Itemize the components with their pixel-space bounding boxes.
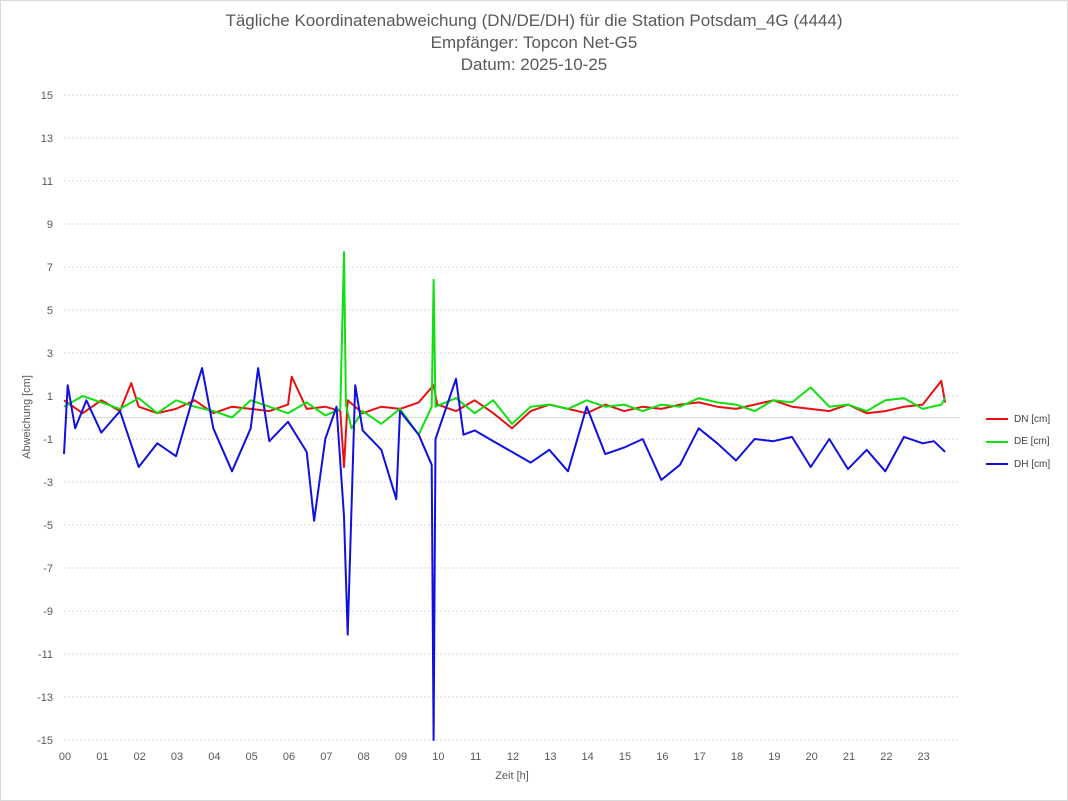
x-tick-label: 21 (843, 751, 855, 763)
x-tick-label: 14 (582, 751, 594, 763)
x-tick-label: 01 (96, 751, 108, 763)
x-tick-label: 08 (358, 751, 370, 763)
y-tick-labels: 15 13 11 9 7 5 3 1 -1 -3 -5 -7 -9 -11 -13 -15 (37, 90, 53, 747)
y-tick-label: 1 (47, 391, 53, 403)
x-tick-label: 23 (918, 751, 930, 763)
legend-item-de: DE [cm] (986, 431, 1050, 454)
y-tick-label: 7 (47, 262, 53, 274)
chart-title: Tägliche Koordinatenabweichung (DN/DE/DH… (225, 11, 843, 30)
x-tick-label: 05 (246, 751, 258, 763)
series-line-dh (63, 367, 946, 741)
x-tick-label: 15 (619, 751, 631, 763)
series-line-de (63, 251, 946, 436)
chart-subtitle-receiver: Empfänger: Topcon Net-G5 (430, 33, 638, 52)
x-tick-label: 12 (507, 751, 519, 763)
chart-titles: Tägliche Koordinatenabweichung (DN/DE/DH… (0, 10, 1068, 76)
x-axis-label: Zeit [h] (495, 770, 529, 782)
legend-swatch (986, 463, 1008, 466)
x-tick-labels: 00 01 02 03 04 05 06 07 08 09 10 11 12 13 14 15 16 17 18 19… (59, 751, 930, 763)
y-tick-label: 11 (42, 176, 53, 188)
y-tick-label: -7 (43, 563, 53, 575)
legend-item-dn: DN [cm] (986, 408, 1050, 431)
y-tick-label: -9 (43, 606, 53, 618)
y-tick-label: -3 (43, 477, 53, 489)
x-tick-label: 13 (544, 751, 556, 763)
chart-subtitle-date: Datum: 2025-10-25 (460, 55, 608, 74)
legend-item-dh: DH [cm] (986, 453, 1050, 476)
y-axis-label: Abweichung [cm] (21, 375, 33, 459)
x-tick-label: 00 (59, 751, 71, 763)
y-tick-label: -5 (43, 520, 53, 532)
data-series (63, 251, 947, 741)
y-tick-label: 5 (47, 305, 53, 317)
x-tick-label: 06 (283, 751, 295, 763)
y-tick-label: 9 (47, 219, 53, 231)
legend-label: DE [cm] (1014, 436, 1050, 448)
y-tick-label: 3 (47, 348, 53, 360)
x-tick-label: 17 (694, 751, 706, 763)
x-tick-label: 07 (320, 751, 332, 763)
legend-swatch (986, 440, 1008, 443)
legend-label: DH [cm] (1014, 458, 1051, 470)
y-tick-label: -13 (37, 692, 53, 704)
x-tick-label: 03 (171, 751, 183, 763)
legend-swatch (986, 418, 1008, 421)
x-tick-label: 04 (208, 751, 220, 763)
x-tick-label: 16 (656, 751, 668, 763)
x-tick-label: 09 (395, 751, 407, 763)
y-tick-label: 13 (41, 133, 53, 145)
x-tick-label: 10 (432, 751, 444, 763)
x-tick-label: 18 (731, 751, 743, 763)
y-tick-label: 15 (41, 90, 53, 102)
x-tick-label: 22 (880, 751, 892, 763)
x-tick-label: 20 (806, 751, 818, 763)
x-tick-label: 02 (134, 751, 146, 763)
y-tick-label: -11 (38, 649, 53, 661)
grid-lines (64, 94, 960, 741)
x-tick-label: 19 (768, 751, 780, 763)
y-tick-label: -1 (43, 434, 53, 446)
legend: DN [cm] DE [cm] DH [cm] (986, 408, 1050, 476)
x-tick-label: 11 (470, 751, 481, 763)
y-tick-label: -15 (37, 735, 53, 747)
legend-label: DN [cm] (1014, 413, 1051, 425)
